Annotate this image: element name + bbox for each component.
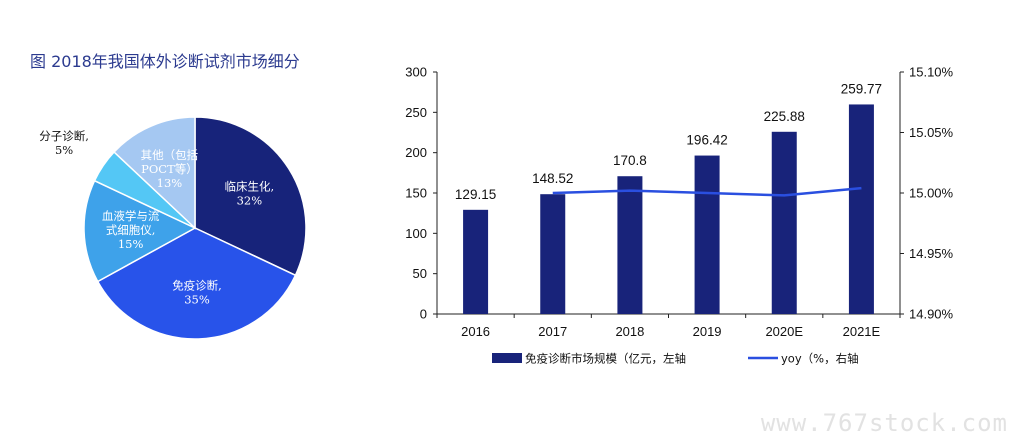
right-tick-label: 14.90% xyxy=(909,307,954,322)
legend-bar-swatch xyxy=(492,353,522,363)
pie-slice-label: 临床生化, 32% xyxy=(225,180,275,208)
bar-data-label: 170.8 xyxy=(613,153,647,168)
pie-chart-title: 图 2018年我国体外诊断试剂市场细分 xyxy=(30,52,300,71)
pie-slice-label: 免疫诊断, 35% xyxy=(172,278,222,306)
pie-slice xyxy=(83,179,197,283)
bar xyxy=(771,131,797,314)
pie-slice-label: 其他（包括 POCT等） 13% xyxy=(141,148,199,190)
bar-data-label: 148.52 xyxy=(532,171,573,186)
pie-slice xyxy=(194,116,307,277)
pie-slice-label: 血液学与流式细胞仪, 15% xyxy=(102,209,160,251)
legend-bar-label: 免疫诊断市场规模（亿元，左轴 xyxy=(525,352,686,366)
bar-data-label: 196.42 xyxy=(686,133,727,148)
pie-slice xyxy=(96,227,297,340)
left-tick-label: 300 xyxy=(405,65,427,80)
x-tick-label: 2019 xyxy=(693,324,722,339)
pie-slice-label: 分子诊断, 5% xyxy=(39,129,89,157)
bar xyxy=(694,155,720,314)
left-tick-label: 250 xyxy=(405,105,427,120)
left-tick-label: 150 xyxy=(405,186,427,201)
left-tick-label: 200 xyxy=(405,145,427,160)
left-tick-label: 100 xyxy=(405,226,427,241)
bar-data-label: 259.77 xyxy=(841,81,882,96)
x-tick-label: 2021E xyxy=(843,324,881,339)
legend-line-label: yoy（%，右轴 xyxy=(781,352,859,366)
bar xyxy=(617,176,643,314)
right-tick-label: 15.10% xyxy=(909,65,954,80)
x-tick-label: 2016 xyxy=(461,324,490,339)
x-tick-label: 2017 xyxy=(538,324,567,339)
left-tick-label: 50 xyxy=(413,266,427,281)
bar-data-label: 129.15 xyxy=(455,187,496,202)
bar-data-label: 225.88 xyxy=(764,109,805,124)
right-tick-label: 15.00% xyxy=(909,186,954,201)
bar xyxy=(848,104,874,314)
pie-slice xyxy=(113,116,196,230)
x-tick-label: 2020E xyxy=(765,324,803,339)
left-tick-label: 0 xyxy=(420,307,427,322)
bar xyxy=(463,209,489,314)
watermark: www.767stock.com xyxy=(760,409,1008,437)
bar xyxy=(540,194,566,314)
right-tick-label: 14.95% xyxy=(909,246,954,261)
x-tick-label: 2018 xyxy=(615,324,644,339)
yoy-line xyxy=(552,186,862,197)
right-tick-label: 15.05% xyxy=(909,125,954,140)
